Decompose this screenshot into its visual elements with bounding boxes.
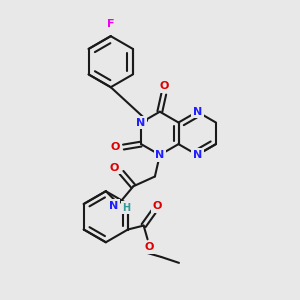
Text: H: H <box>122 203 130 213</box>
Text: O: O <box>153 201 162 211</box>
Text: N: N <box>136 118 146 128</box>
Text: O: O <box>110 163 119 173</box>
Text: F: F <box>107 20 115 29</box>
Text: O: O <box>159 81 168 91</box>
Text: N: N <box>109 201 118 211</box>
Text: O: O <box>145 242 154 252</box>
Text: N: N <box>193 107 202 117</box>
Text: N: N <box>155 150 164 160</box>
Text: O: O <box>111 142 120 152</box>
Text: N: N <box>193 150 202 160</box>
